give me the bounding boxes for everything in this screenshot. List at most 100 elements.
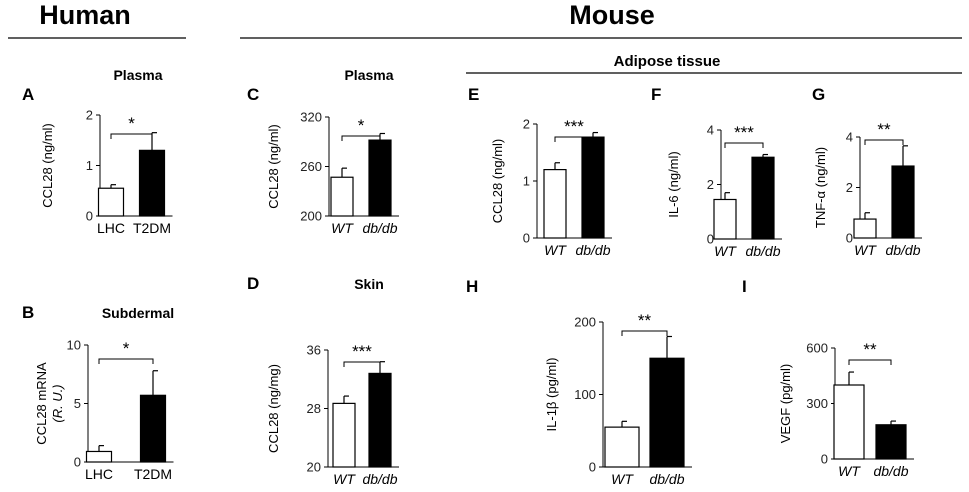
significance-bracket: [864, 139, 904, 145]
x-category-label: WT: [838, 463, 861, 479]
panel-letter: D: [247, 274, 259, 293]
x-category-label: T2DM: [133, 220, 171, 236]
bar-lhc: [97, 187, 125, 217]
y-tick-label: 0: [523, 231, 530, 246]
y-tick-label: 200: [300, 209, 322, 224]
panel-letter: I: [742, 277, 747, 296]
y-tick-label: 10: [67, 338, 81, 353]
panel-letter: H: [466, 277, 478, 296]
significance-bracket: [110, 133, 153, 139]
bar-dbdb: [649, 357, 685, 468]
panel-title: Plasma: [113, 67, 162, 83]
bar-wt: [543, 169, 567, 239]
panel-b: B Subdermal 0 5 10 CCL28 mRNA (R. U.) LHC T2DM *: [22, 303, 174, 482]
bar-wt: [853, 218, 877, 239]
significance-bracket: [343, 361, 381, 367]
bar-wt: [833, 384, 865, 460]
y-tick-label: 20: [307, 460, 321, 475]
significance-stars: *: [358, 116, 365, 135]
panel-letter: A: [22, 85, 34, 104]
y-axis-label: TNF-α (ng/ml): [813, 147, 828, 228]
panel-letter: E: [468, 85, 479, 104]
x-category-label: WT: [331, 220, 354, 236]
panels-group: A Plasma 0 1 2 CCL28 (ng/ml) LHC T2DM * B Subderma…: [22, 67, 922, 487]
y-tick-label: 36: [307, 343, 321, 358]
bar-dbdb: [891, 165, 915, 239]
x-category-label: T2DM: [134, 466, 172, 482]
panel-letter: C: [247, 85, 259, 104]
x-category-label: WT: [854, 242, 877, 258]
x-category-label: db/db: [649, 471, 684, 487]
y-tick-label: 2: [846, 180, 853, 195]
y-tick-label: 0: [589, 460, 596, 475]
panel-e: E 0 1 2 CCL28 (ng/ml) WT db/db ***: [468, 85, 612, 258]
significance-stars: ***: [564, 117, 584, 136]
significance-stars: **: [638, 311, 652, 330]
panel-c: C Plasma 200 260 320 CCL28 (ng/ml) WT db/db *: [247, 67, 399, 236]
significance-bracket: [341, 135, 381, 141]
x-category-label: LHC: [97, 220, 125, 236]
significance-stars: *: [123, 339, 130, 358]
x-category-label: db/db: [745, 243, 780, 259]
significance-bracket: [554, 136, 594, 142]
panel-title: Skin: [354, 276, 384, 292]
y-tick-label: 0: [821, 452, 828, 467]
y-tick-label: 300: [806, 396, 828, 411]
x-category-label: db/db: [873, 463, 908, 479]
adipose-header: Adipose tissue: [614, 53, 721, 70]
y-axis-label: CCL28 (ng/ml): [266, 124, 281, 209]
y-axis-label: VEGF (pg/ml): [778, 364, 793, 443]
x-category-label: db/db: [885, 242, 920, 258]
y-axis-label: CCL28 (ng/mg): [266, 364, 281, 453]
y-tick-label: 600: [806, 341, 828, 356]
y-tick-label: 0: [86, 209, 93, 224]
y-axis-label: CCL28 (ng/ml): [490, 139, 505, 224]
y-tick-label: 0: [707, 232, 714, 247]
y-tick-label: 28: [307, 401, 321, 416]
panel-f: F 0 2 4 IL-6 (ng/ml) WT db/db ***: [651, 85, 782, 259]
panel-letter: G: [812, 85, 825, 104]
panel-h: H 0 100 200 IL-1β (pg/ml) WT db/db **: [466, 277, 692, 487]
significance-stars: ***: [734, 123, 754, 142]
y-axis-label: CCL28 (ng/ml): [40, 123, 55, 208]
y-tick-label: 100: [574, 387, 596, 402]
y-axis-label: CCL28 mRNA: [34, 362, 49, 445]
y-tick-label: 0: [846, 231, 853, 246]
significance-bracket: [848, 359, 892, 365]
panel-letter: F: [651, 85, 661, 104]
panel-g: G 0 2 4 TNF-α (ng/ml) WT db/db **: [812, 85, 922, 258]
y-tick-label: 1: [86, 158, 93, 173]
x-category-label: WT: [333, 471, 356, 487]
y-tick-label: 260: [300, 159, 322, 174]
panel-d: D Skin 20 28 36 CCL28 (ng/mg) WT db/db ***: [247, 274, 399, 487]
panel-title: Plasma: [344, 67, 393, 83]
y-tick-label: 4: [846, 130, 853, 145]
panel-i: I 0 300 600 VEGF (pg/ml) WT db/db **: [742, 277, 914, 479]
significance-stars: *: [128, 114, 135, 133]
significance-stars: **: [877, 120, 891, 139]
bar-t2dm: [139, 394, 167, 463]
bar-dbdb: [368, 139, 392, 217]
y-tick-label: 2: [707, 177, 714, 192]
panel-title: Subdermal: [102, 305, 174, 321]
mouse-header: Mouse: [569, 0, 655, 30]
bar-wt: [713, 198, 737, 240]
y-tick-label: 0: [74, 455, 81, 470]
x-category-label: db/db: [362, 220, 397, 236]
bar-dbdb: [368, 372, 392, 468]
panel-a: A Plasma 0 1 2 CCL28 (ng/ml) LHC T2DM *: [22, 67, 173, 236]
y-axis-label: IL-1β (pg/ml): [544, 358, 559, 432]
y-tick-label: 200: [574, 315, 596, 330]
y-tick-label: 320: [300, 110, 322, 125]
significance-stars: ***: [352, 342, 372, 361]
y-axis-label-unit: (R. U.): [50, 384, 65, 422]
significance-bracket: [98, 358, 154, 364]
bar-dbdb: [581, 136, 605, 239]
x-category-label: WT: [544, 242, 567, 258]
bar-wt: [330, 176, 354, 217]
panel-letter: B: [22, 303, 34, 322]
significance-stars: **: [863, 340, 877, 359]
x-category-label: WT: [611, 471, 634, 487]
y-tick-label: 1: [523, 174, 530, 189]
